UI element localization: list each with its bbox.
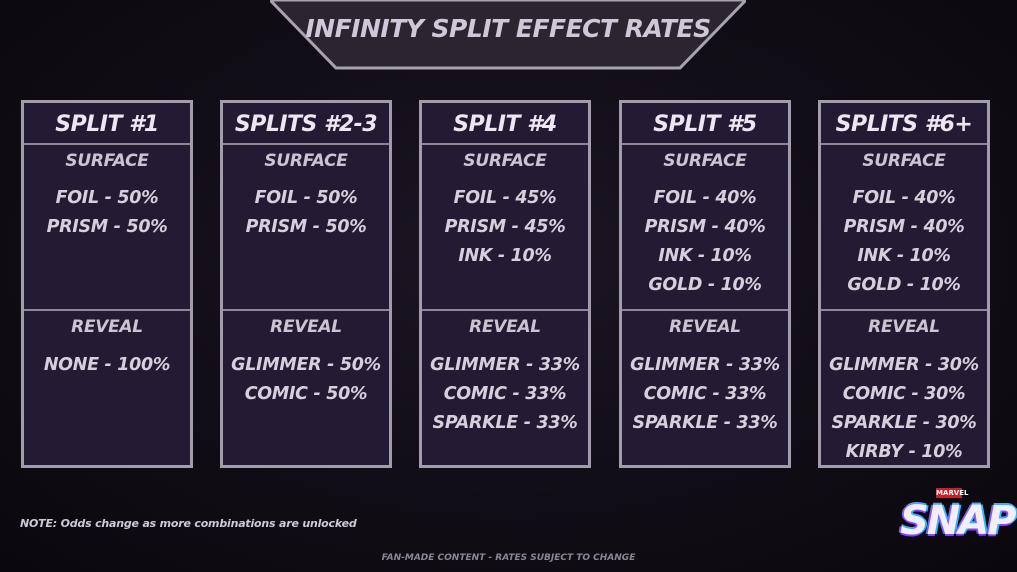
reveal-rate: GLIMMER - 50%	[231, 355, 381, 375]
reveal-label: REVEAL	[469, 317, 541, 337]
column-title: SPLIT #1	[24, 103, 190, 145]
surface-rate: PRISM - 40%	[843, 217, 965, 237]
surface-label: SURFACE	[862, 151, 946, 171]
surface-section: SURFACE FOIL - 45% PRISM - 45% INK - 10%	[422, 145, 588, 311]
reveal-rate: GLIMMER - 33%	[430, 355, 580, 375]
marvel-logo-text: MARVEL	[936, 488, 969, 498]
page-title: INFINITY SPLIT EFFECT RATES	[305, 14, 711, 43]
reveal-label: REVEAL	[71, 317, 143, 337]
reveal-label: REVEAL	[868, 317, 940, 337]
surface-section: SURFACE FOIL - 40% PRISM - 40% INK - 10%…	[821, 145, 987, 311]
surface-rate: FOIL - 45%	[453, 188, 557, 208]
reveal-section: REVEAL GLIMMER - 30% COMIC - 30% SPARKLE…	[821, 311, 987, 467]
surface-rate: PRISM - 40%	[644, 217, 766, 237]
reveal-rate: GLIMMER - 30%	[829, 355, 979, 375]
surface-rate: PRISM - 50%	[46, 217, 168, 237]
reveal-rate: GLIMMER - 33%	[630, 355, 780, 375]
reveal-rate: SPARKLE - 30%	[831, 413, 977, 433]
surface-rate: GOLD - 10%	[847, 275, 961, 295]
surface-rate: INK - 10%	[658, 246, 752, 266]
surface-rate: FOIL - 50%	[254, 188, 358, 208]
reveal-rate: SPARKLE - 33%	[432, 413, 578, 433]
column-title: SPLITS #2-3	[223, 103, 389, 145]
split-column-1: SPLIT #1 SURFACE FOIL - 50% PRISM - 50% …	[21, 100, 193, 468]
split-column-2: SPLITS #2-3 SURFACE FOIL - 50% PRISM - 5…	[220, 100, 392, 468]
surface-label: SURFACE	[663, 151, 747, 171]
split-column-4: SPLIT #5 SURFACE FOIL - 40% PRISM - 40% …	[619, 100, 791, 468]
reveal-section: REVEAL GLIMMER - 33% COMIC - 33% SPARKLE…	[422, 311, 588, 467]
surface-label: SURFACE	[463, 151, 547, 171]
column-title: SPLIT #5	[622, 103, 788, 145]
reveal-section: REVEAL GLIMMER - 50% COMIC - 50%	[223, 311, 389, 467]
odds-note: NOTE: Odds change as more combinations a…	[20, 517, 357, 530]
reveal-label: REVEAL	[270, 317, 342, 337]
title-banner: INFINITY SPLIT EFFECT RATES	[270, 0, 746, 70]
column-title: SPLITS #6+	[821, 103, 987, 145]
surface-rate: PRISM - 50%	[245, 217, 367, 237]
reveal-rate: COMIC - 33%	[643, 384, 767, 404]
surface-rate: PRISM - 45%	[444, 217, 566, 237]
reveal-section: REVEAL NONE - 100%	[24, 311, 190, 467]
reveal-rate: SPARKLE - 33%	[632, 413, 778, 433]
title-banner-shape	[270, 0, 746, 70]
reveal-rate: COMIC - 30%	[842, 384, 966, 404]
column-title: SPLIT #4	[422, 103, 588, 145]
surface-section: SURFACE FOIL - 40% PRISM - 40% INK - 10%…	[622, 145, 788, 311]
surface-rate: INK - 10%	[857, 246, 951, 266]
reveal-rate: NONE - 100%	[43, 355, 171, 375]
surface-label: SURFACE	[65, 151, 149, 171]
surface-label: SURFACE	[264, 151, 348, 171]
snap-logo-text: SNAP	[900, 498, 1017, 544]
split-column-3: SPLIT #4 SURFACE FOIL - 45% PRISM - 45% …	[419, 100, 591, 468]
reveal-section: REVEAL GLIMMER - 33% COMIC - 33% SPARKLE…	[622, 311, 788, 467]
reveal-rate: COMIC - 33%	[443, 384, 567, 404]
surface-section: SURFACE FOIL - 50% PRISM - 50%	[223, 145, 389, 311]
split-column-5: SPLITS #6+ SURFACE FOIL - 40% PRISM - 40…	[818, 100, 990, 468]
surface-rate: FOIL - 40%	[852, 188, 956, 208]
surface-section: SURFACE FOIL - 50% PRISM - 50%	[24, 145, 190, 311]
footer-disclaimer: FAN-MADE CONTENT - RATES SUBJECT TO CHAN…	[381, 553, 636, 563]
reveal-rate: COMIC - 50%	[244, 384, 368, 404]
reveal-rate: KIRBY - 10%	[845, 442, 963, 462]
surface-rate: FOIL - 50%	[55, 188, 159, 208]
surface-rate: GOLD - 10%	[648, 275, 762, 295]
surface-rate: FOIL - 40%	[653, 188, 757, 208]
reveal-label: REVEAL	[669, 317, 741, 337]
marvel-snap-logo: MARVEL SNAP	[900, 488, 1017, 558]
surface-rate: INK - 10%	[458, 246, 552, 266]
